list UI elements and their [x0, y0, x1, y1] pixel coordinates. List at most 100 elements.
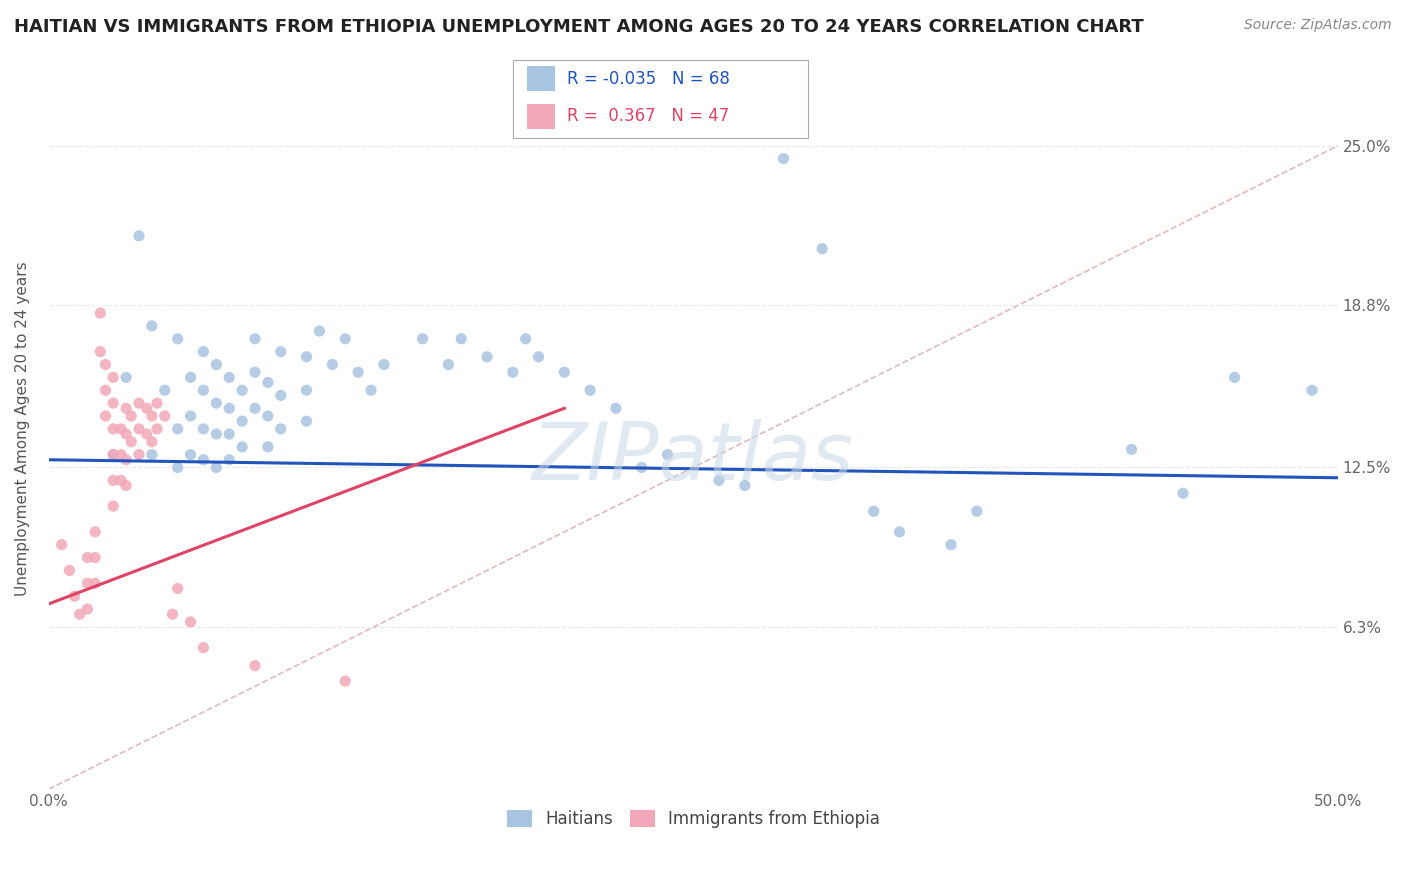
Point [166, 460, 188, 475]
Point [103, 474, 125, 488]
Point [205, 427, 228, 442]
Point [69, 607, 91, 622]
Point [243, 332, 266, 346]
Point [51, 538, 73, 552]
Point [193, 344, 215, 359]
Point [76, 576, 98, 591]
Point [135, 401, 157, 416]
Point [128, 422, 150, 436]
Point [146, 422, 169, 436]
Point [295, 350, 318, 364]
Point [193, 422, 215, 436]
Point [270, 388, 292, 402]
Point [218, 427, 240, 442]
Point [321, 358, 343, 372]
Point [1223, 370, 1246, 384]
Point [110, 448, 132, 462]
Point [295, 384, 318, 398]
Point [257, 440, 280, 454]
Point [162, 607, 184, 622]
Point [76, 602, 98, 616]
Point [295, 414, 318, 428]
Point [772, 152, 794, 166]
Point [141, 434, 163, 449]
Point [115, 427, 138, 442]
Point [128, 396, 150, 410]
Point [180, 409, 202, 423]
Point [115, 370, 138, 384]
Point [308, 324, 330, 338]
Text: Source: ZipAtlas.com: Source: ZipAtlas.com [1244, 18, 1392, 32]
Text: R =  0.367   N = 47: R = 0.367 N = 47 [567, 107, 728, 126]
Point [475, 350, 498, 364]
Point [437, 358, 460, 372]
Point [115, 452, 138, 467]
Point [218, 401, 240, 416]
Point [76, 550, 98, 565]
Point [1171, 486, 1194, 500]
Point [103, 396, 125, 410]
Point [141, 448, 163, 462]
Point [1121, 442, 1143, 457]
Point [193, 384, 215, 398]
Point [180, 615, 202, 629]
Point [103, 422, 125, 436]
Point [243, 365, 266, 379]
Point [166, 332, 188, 346]
Point [347, 365, 370, 379]
Point [141, 409, 163, 423]
Y-axis label: Unemployment Among Ages 20 to 24 years: Unemployment Among Ages 20 to 24 years [15, 261, 30, 596]
Point [502, 365, 524, 379]
Point [270, 422, 292, 436]
Point [630, 460, 652, 475]
Point [63, 589, 86, 603]
Point [270, 344, 292, 359]
Point [84, 576, 107, 591]
Legend: Haitians, Immigrants from Ethiopia: Haitians, Immigrants from Ethiopia [501, 804, 886, 835]
Point [120, 434, 142, 449]
Point [166, 582, 188, 596]
Point [103, 370, 125, 384]
Point [373, 358, 395, 372]
Point [166, 422, 188, 436]
Point [153, 409, 176, 423]
Point [193, 452, 215, 467]
Point [94, 409, 117, 423]
Point [205, 358, 228, 372]
Point [553, 365, 575, 379]
Point [89, 306, 111, 320]
Point [579, 384, 602, 398]
Point [103, 448, 125, 462]
Text: HAITIAN VS IMMIGRANTS FROM ETHIOPIA UNEMPLOYMENT AMONG AGES 20 TO 24 YEARS CORRE: HAITIAN VS IMMIGRANTS FROM ETHIOPIA UNEM… [14, 18, 1144, 36]
Point [257, 376, 280, 390]
Point [939, 538, 962, 552]
Text: R = -0.035   N = 68: R = -0.035 N = 68 [567, 70, 730, 87]
Point [707, 474, 730, 488]
Text: ZIPatlas: ZIPatlas [533, 418, 855, 497]
Point [180, 370, 202, 384]
Point [218, 452, 240, 467]
Point [94, 384, 117, 398]
Point [128, 448, 150, 462]
Point [243, 401, 266, 416]
Point [657, 448, 679, 462]
Point [94, 358, 117, 372]
Point [257, 409, 280, 423]
Point [889, 524, 911, 539]
Point [84, 524, 107, 539]
Point [231, 384, 253, 398]
Point [115, 401, 138, 416]
Point [1301, 384, 1323, 398]
Point [193, 640, 215, 655]
Point [103, 448, 125, 462]
Point [360, 384, 382, 398]
Point [966, 504, 988, 518]
Point [231, 414, 253, 428]
Point [553, 126, 575, 140]
Point [218, 370, 240, 384]
Point [412, 332, 434, 346]
Point [128, 228, 150, 243]
Point [450, 332, 472, 346]
Point [153, 384, 176, 398]
Point [335, 674, 357, 689]
